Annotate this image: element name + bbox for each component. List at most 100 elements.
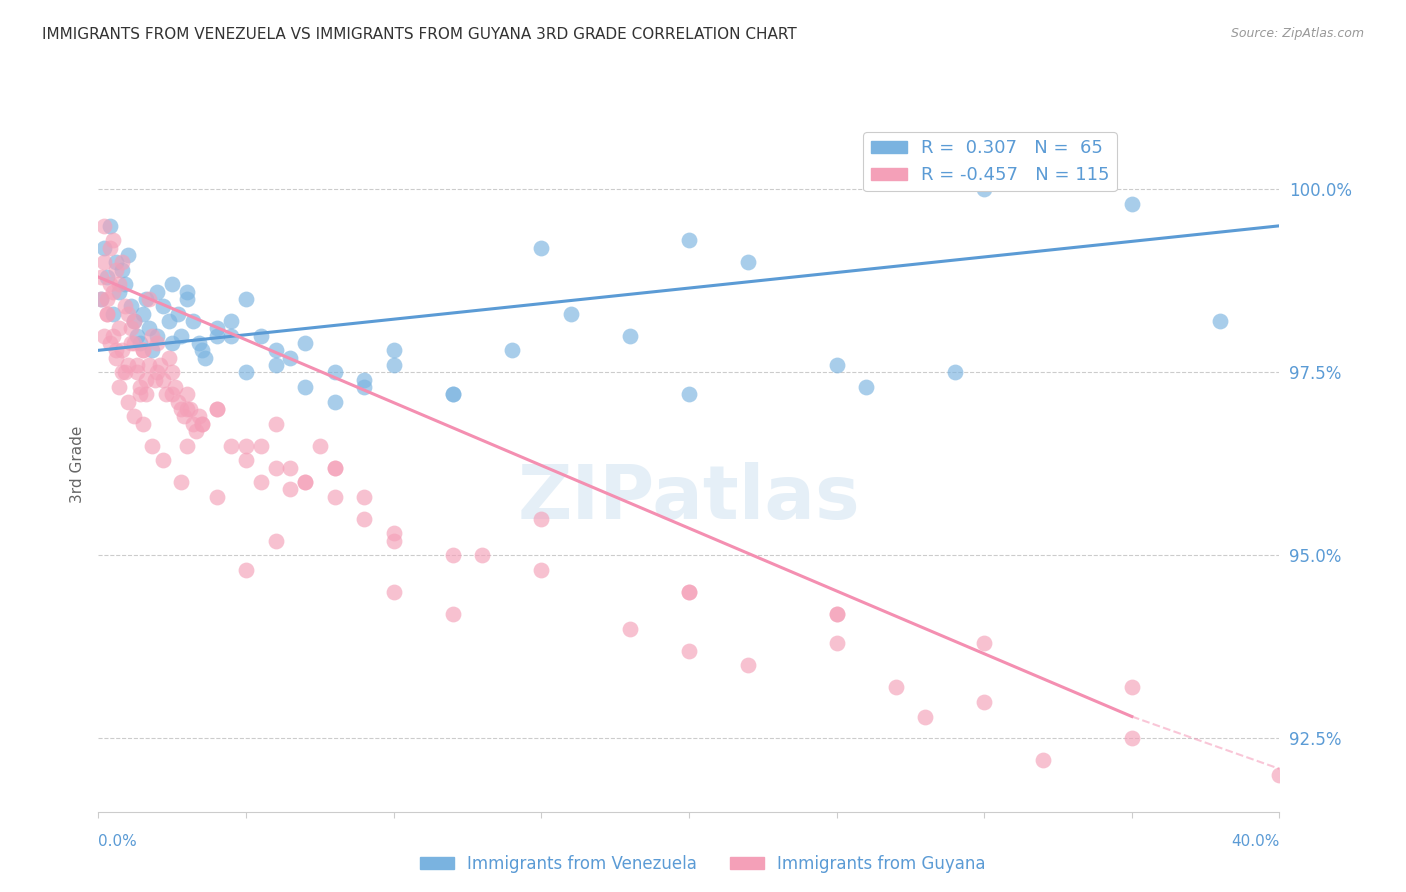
Point	[103, 234, 125, 248]
Point	[152, 373, 174, 387]
Point	[219, 328, 242, 343]
Point	[973, 182, 995, 196]
Point	[382, 526, 405, 541]
Point	[111, 262, 134, 277]
Point	[105, 255, 128, 269]
Point	[128, 387, 150, 401]
Point	[278, 351, 302, 365]
Point	[170, 475, 193, 490]
Point	[96, 307, 118, 321]
Point	[167, 307, 190, 321]
Point	[138, 292, 160, 306]
Point	[122, 409, 145, 424]
Point	[678, 643, 700, 657]
Point	[278, 460, 302, 475]
Point	[141, 328, 163, 343]
Point	[1121, 731, 1143, 746]
Point	[323, 460, 346, 475]
Point	[105, 351, 128, 365]
Point	[382, 585, 405, 599]
Point	[117, 394, 139, 409]
Point	[149, 358, 172, 372]
Point	[353, 380, 375, 394]
Point	[146, 336, 169, 351]
Point	[619, 622, 641, 636]
Point	[501, 343, 523, 358]
Point	[191, 417, 214, 431]
Point	[825, 607, 848, 621]
Text: ZIPatlas: ZIPatlas	[517, 462, 860, 535]
Point	[90, 292, 112, 306]
Legend: R =  0.307   N =  65, R = -0.457   N = 115: R = 0.307 N = 65, R = -0.457 N = 115	[863, 132, 1116, 192]
Point	[1209, 314, 1232, 328]
Point	[353, 490, 375, 504]
Point	[914, 709, 936, 723]
Point	[122, 336, 145, 351]
Point	[128, 336, 150, 351]
Point	[170, 328, 193, 343]
Point	[309, 438, 332, 452]
Point	[146, 328, 169, 343]
Point	[157, 351, 180, 365]
Point	[108, 285, 131, 299]
Point	[323, 365, 346, 379]
Point	[219, 314, 242, 328]
Point	[152, 299, 174, 313]
Point	[973, 636, 995, 650]
Point	[98, 241, 121, 255]
Point	[235, 438, 257, 452]
Point	[157, 314, 180, 328]
Point	[441, 607, 464, 621]
Point	[152, 453, 174, 467]
Point	[93, 241, 115, 255]
Point	[264, 343, 287, 358]
Point	[98, 219, 121, 233]
Point	[1032, 754, 1054, 768]
Point	[128, 380, 150, 394]
Point	[323, 394, 346, 409]
Point	[187, 336, 209, 351]
Point	[125, 358, 148, 372]
Point	[108, 380, 131, 394]
Point	[825, 358, 848, 372]
Point	[108, 321, 131, 335]
Point	[323, 460, 346, 475]
Point	[441, 387, 464, 401]
Point	[96, 270, 118, 285]
Point	[825, 636, 848, 650]
Point	[162, 365, 183, 379]
Point	[143, 373, 166, 387]
Point	[530, 512, 553, 526]
Point	[235, 365, 257, 379]
Point	[530, 563, 553, 577]
Point	[441, 387, 464, 401]
Point	[353, 373, 375, 387]
Point	[181, 417, 204, 431]
Point	[943, 365, 966, 379]
Point	[162, 336, 183, 351]
Point	[120, 299, 142, 313]
Point	[132, 343, 155, 358]
Point	[132, 343, 155, 358]
Point	[441, 549, 464, 563]
Point	[111, 365, 134, 379]
Point	[382, 343, 405, 358]
Point	[678, 585, 700, 599]
Point	[323, 490, 346, 504]
Point	[184, 424, 207, 438]
Point	[93, 328, 115, 343]
Point	[294, 475, 316, 490]
Point	[114, 365, 136, 379]
Point	[194, 351, 217, 365]
Point	[235, 563, 257, 577]
Text: IMMIGRANTS FROM VENEZUELA VS IMMIGRANTS FROM GUYANA 3RD GRADE CORRELATION CHART: IMMIGRANTS FROM VENEZUELA VS IMMIGRANTS …	[42, 27, 797, 42]
Point	[125, 365, 148, 379]
Point	[114, 299, 136, 313]
Point	[146, 365, 169, 379]
Point	[162, 387, 183, 401]
Point	[90, 292, 112, 306]
Y-axis label: 3rd Grade: 3rd Grade	[69, 425, 84, 502]
Point	[108, 277, 131, 292]
Point	[176, 292, 198, 306]
Legend: Immigrants from Venezuela, Immigrants from Guyana: Immigrants from Venezuela, Immigrants fr…	[413, 848, 993, 880]
